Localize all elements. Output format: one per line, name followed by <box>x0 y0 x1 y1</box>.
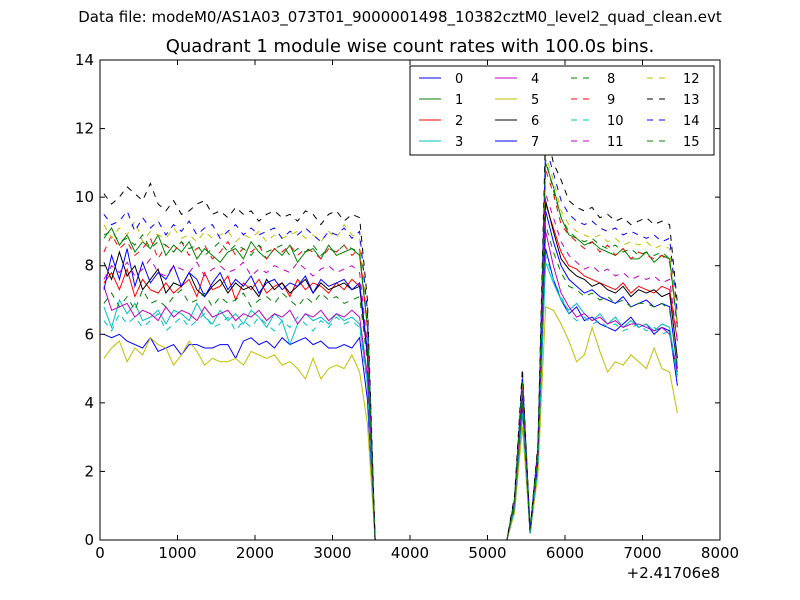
series-line-5 <box>103 306 678 541</box>
plot-lines <box>103 128 678 541</box>
x-tick-label: 8000 <box>701 544 739 562</box>
legend-label-1: 1 <box>455 93 463 108</box>
legend-label-12: 12 <box>683 72 700 87</box>
axis-ticks: 0 1000 2000 3000 4000 5000 6000 7000 80000246810… <box>75 51 739 562</box>
x-tick-label: 3000 <box>313 544 351 562</box>
x-tick-label: 7000 <box>623 544 661 562</box>
x-tick-label: 1000 <box>158 544 196 562</box>
series-line-7 <box>103 210 678 541</box>
x-tick-label: 2000 <box>236 544 274 562</box>
legend-label-11: 11 <box>607 135 624 150</box>
y-tick-label: 8 <box>84 257 94 275</box>
series-line-10 <box>103 255 678 541</box>
legend-box <box>409 65 715 156</box>
legend-label-10: 10 <box>607 114 624 129</box>
x-tick-label: 4000 <box>391 544 429 562</box>
legend-label-2: 2 <box>455 114 463 129</box>
series-line-6 <box>103 200 678 541</box>
series-line-15 <box>103 159 678 541</box>
series-line-9 <box>103 169 678 541</box>
series-line-3 <box>103 262 678 541</box>
y-tick-label: 10 <box>75 188 94 206</box>
legend-label-5: 5 <box>531 93 539 108</box>
y-tick-label: 12 <box>75 120 94 138</box>
y-tick-label: 14 <box>75 51 94 69</box>
legend-label-4: 4 <box>531 72 539 87</box>
legend-label-13: 13 <box>683 93 700 108</box>
series-line-11 <box>103 193 678 541</box>
legend-label-6: 6 <box>531 114 539 129</box>
x-tick-label: 6000 <box>546 544 584 562</box>
y-tick-label: 2 <box>84 462 94 480</box>
legend-label-0: 0 <box>455 72 463 87</box>
legend-label-8: 8 <box>607 72 615 87</box>
series-line-0 <box>103 248 678 541</box>
y-tick-label: 6 <box>84 325 94 343</box>
y-tick-label: 0 <box>84 531 94 549</box>
figure-suptitle: Data file: modeM0/AS1A03_073T01_90000014… <box>78 8 722 26</box>
legend-label-7: 7 <box>531 135 539 150</box>
series-line-1 <box>103 162 678 541</box>
legend-label-9: 9 <box>607 93 615 108</box>
legend-label-14: 14 <box>683 114 700 129</box>
x-tick-label: 0 <box>95 544 105 562</box>
x-tick-label: 5000 <box>468 544 506 562</box>
legend-label-3: 3 <box>455 135 463 150</box>
chart-title: Quadrant 1 module wise count rates with … <box>165 36 655 57</box>
series-line-4 <box>103 231 678 541</box>
series-line-13 <box>103 128 678 541</box>
series-line-12 <box>103 155 678 541</box>
legend-label-15: 15 <box>683 135 700 150</box>
y-tick-label: 4 <box>84 394 94 412</box>
x-offset-label: +2.41706e8 <box>627 564 720 582</box>
